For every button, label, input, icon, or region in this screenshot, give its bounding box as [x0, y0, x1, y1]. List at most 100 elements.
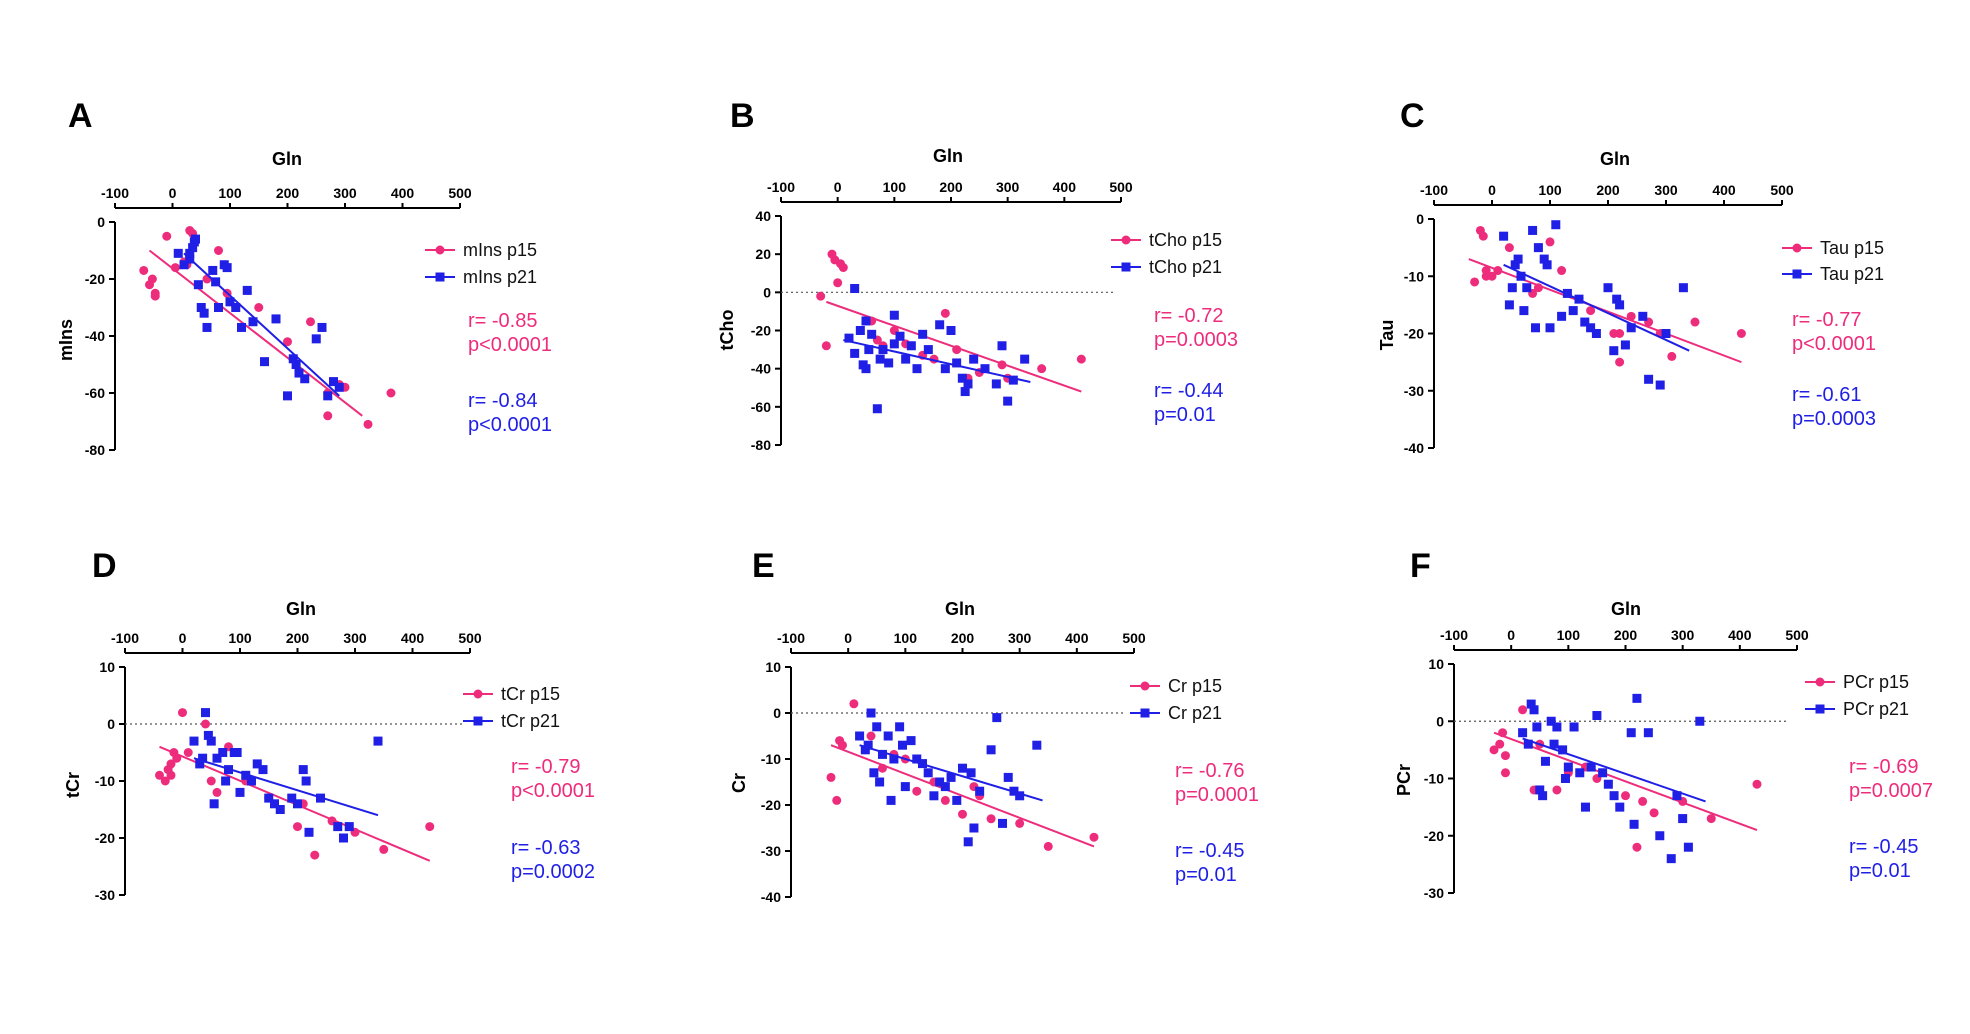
data-point: [878, 345, 888, 355]
series-p15: [155, 708, 435, 862]
data-point: [1603, 779, 1613, 789]
data-point: [301, 776, 311, 786]
x-tick-label: 300: [1008, 630, 1032, 646]
data-point: [969, 823, 979, 833]
data-point: [373, 736, 383, 746]
data-point: [912, 754, 922, 764]
series-p21: [173, 234, 344, 401]
data-point: [883, 731, 893, 741]
x-tick-label: -100: [777, 630, 805, 646]
data-point: [310, 850, 320, 860]
data-point: [201, 708, 210, 718]
data-point: [958, 763, 967, 773]
x-tick-label: 500: [1770, 182, 1794, 198]
data-point: [986, 745, 996, 755]
legend-entry: Tau p15: [1782, 238, 1884, 258]
data-point: [1529, 705, 1539, 715]
data-point: [203, 730, 213, 740]
data-point: [1009, 786, 1019, 796]
data-point: [1568, 306, 1578, 316]
data-point: [1037, 364, 1047, 374]
y-tick-label: -40: [761, 889, 781, 905]
data-point: [889, 754, 899, 764]
p-value: p<0.0001: [511, 780, 595, 802]
y-tick-label: -80: [751, 437, 771, 453]
data-point: [963, 379, 973, 389]
legend-marker: [1140, 681, 1150, 691]
data-point: [1532, 722, 1542, 732]
data-point: [998, 818, 1008, 828]
x-tick-label: 100: [894, 630, 918, 646]
data-point: [188, 243, 198, 253]
x-tick-label: 400: [1053, 179, 1077, 195]
data-point: [1020, 354, 1030, 364]
legend-label: tCho p15: [1149, 230, 1222, 250]
data-point: [252, 759, 262, 769]
data-point: [997, 360, 1007, 370]
data-point: [317, 322, 327, 332]
y-tick-label: 40: [755, 208, 771, 224]
data-point: [155, 770, 164, 780]
legend-entry: Cr p15: [1130, 676, 1222, 696]
data-point: [923, 345, 933, 355]
data-point: [855, 326, 865, 335]
data-point: [889, 339, 899, 349]
data-point: [1504, 243, 1514, 253]
y-tick-label: -30: [1404, 383, 1424, 399]
x-tick-label: 0: [844, 630, 852, 646]
data-point: [1706, 814, 1716, 824]
regression-line: [1468, 258, 1742, 364]
data-point: [935, 777, 945, 787]
data-point: [1626, 323, 1636, 333]
data-point: [952, 345, 962, 355]
data-point: [1516, 271, 1526, 281]
x-tick-label: 0: [1488, 182, 1496, 198]
data-point: [162, 231, 172, 241]
legend-label: Tau p15: [1820, 238, 1884, 258]
data-point: [975, 786, 985, 796]
data-point: [306, 317, 315, 327]
data-point: [875, 777, 885, 787]
panel-letter: F: [1410, 547, 1431, 585]
data-point: [1695, 716, 1705, 726]
legend-marker: [1792, 243, 1802, 253]
y-tick-label: -30: [1424, 885, 1444, 901]
y-tick-label: 0: [107, 716, 115, 732]
data-point: [1540, 756, 1550, 766]
data-point: [875, 354, 885, 364]
data-point: [386, 388, 396, 398]
data-point: [211, 277, 221, 287]
regression-line: [1493, 731, 1758, 831]
x-tick-label: -100: [1440, 627, 1468, 643]
legend-marker: [435, 272, 445, 282]
legend-label: mIns p15: [463, 240, 537, 260]
y-axis-label: mIns: [56, 319, 76, 361]
data-point: [1621, 791, 1630, 801]
x-tick-label: 300: [996, 179, 1020, 195]
data-point: [1620, 340, 1630, 350]
data-point: [166, 759, 176, 769]
x-tick-label: -100: [101, 185, 129, 201]
y-tick-label: 10: [765, 659, 781, 675]
data-point: [1580, 802, 1590, 812]
legend-entry: PCr p21: [1805, 699, 1909, 719]
data-point: [170, 263, 180, 273]
series-p15: [1468, 225, 1746, 367]
data-point: [1678, 283, 1688, 293]
data-point: [884, 358, 894, 368]
data-point: [1089, 832, 1099, 842]
x-tick-label: 500: [1109, 179, 1133, 195]
p-value: p=0.0001: [1175, 784, 1259, 806]
data-point: [1615, 802, 1625, 812]
panel-letter: B: [730, 97, 755, 135]
data-point: [1644, 374, 1654, 384]
legend-marker: [1121, 262, 1131, 272]
legend-label: tCho p21: [1149, 257, 1222, 277]
data-point: [214, 246, 223, 255]
y-tick-label: 0: [97, 214, 105, 230]
data-point: [844, 333, 854, 343]
data-point: [1569, 722, 1579, 732]
data-point: [293, 799, 302, 809]
data-point: [294, 368, 304, 378]
data-point: [1528, 225, 1538, 235]
